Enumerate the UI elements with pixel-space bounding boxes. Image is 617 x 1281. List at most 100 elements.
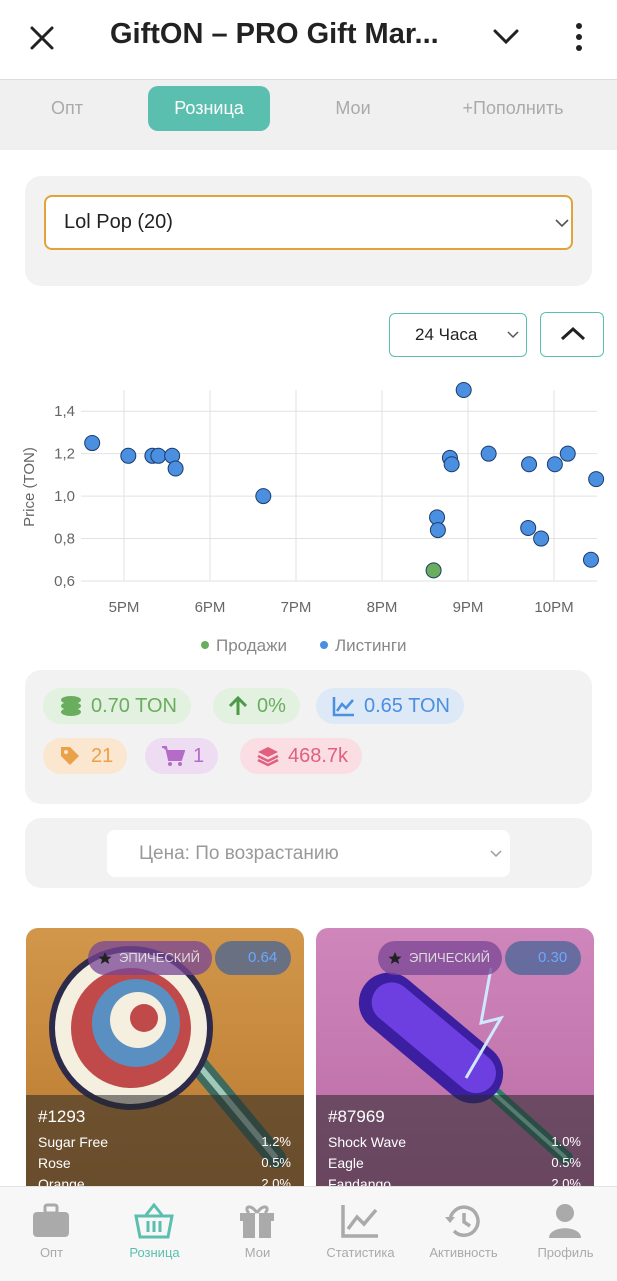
up-icon <box>228 695 248 715</box>
rarity-badge: ЭПИЧЕСКИЙ <box>378 941 502 975</box>
data-point <box>443 456 460 473</box>
expand-button[interactable] <box>492 26 520 48</box>
y-tick-label: 1,4 <box>54 403 75 420</box>
stat-value: 0.65 TON <box>364 695 450 717</box>
stat-chip: 0% <box>213 688 300 724</box>
app-title: GiftON – PRO Gift Mar... <box>110 18 439 50</box>
legend-marker <box>320 641 328 649</box>
tab[interactable]: Розница <box>148 86 270 131</box>
legend-label: Продажи <box>216 636 287 655</box>
gift-icon <box>240 1205 274 1238</box>
y-tick-label: 1,0 <box>54 488 75 505</box>
legend-marker <box>201 641 209 649</box>
stats-icon <box>341 1205 378 1238</box>
attribute-name: Eagle <box>328 1155 364 1171</box>
attribute-rarity: 1.2% <box>261 1134 291 1149</box>
stat-chip: 0.70 TON <box>43 688 191 724</box>
tab[interactable]: Мои <box>335 98 371 118</box>
nav-label: Розница <box>129 1245 180 1260</box>
stat-chip: 1 <box>145 738 219 774</box>
chart-icon <box>332 697 354 717</box>
nav-label: Профиль <box>537 1245 594 1260</box>
price: 0.64 <box>248 949 278 966</box>
data-point <box>429 522 446 539</box>
price-badge: 0.64 <box>215 941 291 975</box>
stat-value: 1 <box>193 745 205 767</box>
nav-item[interactable]: Опт <box>0 1187 103 1281</box>
gift-card[interactable]: ЭПИЧЕСКИЙ 0.30 #87969 Shock Wave 1.0% Ea… <box>316 928 594 1198</box>
nav-item[interactable]: Активность <box>412 1187 515 1281</box>
price-badge: 0.30 <box>505 941 581 975</box>
data-point <box>255 488 272 505</box>
attribute-name: Rose <box>38 1155 71 1171</box>
data-point <box>84 435 101 452</box>
chevron <box>555 219 569 228</box>
nav-label: Активность <box>429 1245 498 1260</box>
data-point <box>582 551 599 568</box>
x-tick-label: 10PM <box>534 599 573 616</box>
data-point <box>455 382 472 398</box>
period-select[interactable]: 24 Часа <box>389 313 527 357</box>
data-point <box>588 471 605 488</box>
attribute-rarity: 0.5% <box>261 1155 291 1170</box>
sort-select[interactable]: Цена: По возрастанию <box>107 830 510 877</box>
legend-label: Листинги <box>335 636 407 655</box>
stat-chip: 0.65 TON <box>316 688 464 724</box>
chevron <box>490 850 502 858</box>
price: 0.30 <box>538 949 568 966</box>
y-axis-label: Price (TON) <box>21 447 38 527</box>
chevron-up <box>560 326 586 341</box>
y-tick-label: 0,6 <box>54 573 75 590</box>
data-point <box>425 562 442 579</box>
tab[interactable]: Опт <box>51 98 83 118</box>
stat-chip: 21 <box>43 738 128 774</box>
nav-item[interactable]: Розница <box>103 1187 206 1281</box>
card-info: #87969 Shock Wave 1.0% Eagle 0.5% Fandan… <box>316 1095 594 1195</box>
x-tick-label: 7PM <box>281 599 312 616</box>
x-tick-label: 8PM <box>367 599 398 616</box>
gift-number: #1293 <box>38 1107 86 1126</box>
stat-value: 468.7k <box>288 745 349 767</box>
gift-card[interactable]: ЭПИЧЕСКИЙ 0.64 #1293 Sugar Free 1.2% Ros… <box>26 928 304 1198</box>
layers-icon <box>257 747 279 767</box>
rarity-badge: ЭПИЧЕСКИЙ <box>88 941 212 975</box>
nav-item[interactable]: Статистика <box>309 1187 412 1281</box>
price-chart: Price (TON) 0,6 0,8 1,0 1,2 1,4 5PM 6PM 7PM 8PM 9… <box>21 382 605 655</box>
coins-icon <box>61 696 81 716</box>
attribute-name: Sugar Free <box>38 1134 109 1150</box>
collapse-button[interactable] <box>540 312 604 357</box>
basket-icon <box>134 1203 174 1239</box>
data-point <box>120 447 137 464</box>
select-value: Lol Pop (20) <box>64 211 173 233</box>
data-point <box>150 447 167 464</box>
stat-chip: 468.7k <box>240 738 363 774</box>
menu-button[interactable] <box>570 22 588 54</box>
card-info: #1293 Sugar Free 1.2% Rose 0.5% Orange 2… <box>26 1095 304 1195</box>
data-point <box>533 530 550 547</box>
nav-label: Опт <box>39 1245 64 1260</box>
gift-image <box>49 946 286 1168</box>
x-tick-label: 6PM <box>195 599 226 616</box>
nav-label: Мои <box>244 1245 271 1260</box>
gift-select[interactable]: Lol Pop (20) <box>44 195 573 250</box>
data-point <box>521 456 538 473</box>
y-tick-label: 0,8 <box>54 531 75 548</box>
data-point <box>520 519 537 536</box>
nav-item[interactable]: Профиль <box>514 1187 617 1281</box>
close-button[interactable] <box>28 24 56 52</box>
stat-value: 0.70 TON <box>91 695 177 717</box>
x-tick-label: 5PM <box>109 599 140 616</box>
profile-icon <box>549 1204 581 1238</box>
tab[interactable]: +Пополнить <box>462 98 564 118</box>
nav-label: Статистика <box>326 1245 395 1260</box>
star-icon <box>98 952 112 964</box>
app-header: GiftON – PRO Gift Mar... <box>0 0 617 80</box>
attribute-rarity: 0.5% <box>551 1155 581 1170</box>
cart-icon <box>162 746 185 766</box>
star-icon <box>388 952 402 964</box>
nav-item[interactable]: Мои <box>206 1187 309 1281</box>
y-tick-label: 1,2 <box>54 446 75 463</box>
select-value: 24 Часа <box>415 325 478 344</box>
